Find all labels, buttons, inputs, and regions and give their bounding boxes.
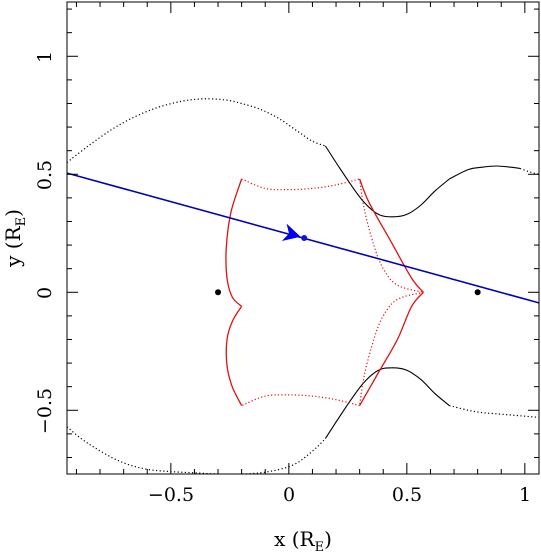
y-tick-label-1: −0.5	[34, 388, 56, 434]
plot-curves	[67, 98, 539, 474]
plot-frame	[66, 1, 540, 475]
caustic-dotted	[241, 178, 360, 191]
critical-curve-dotted	[449, 405, 539, 418]
caustic-solid	[358, 178, 424, 293]
caustic-solid	[225, 306, 243, 406]
caustic-dotted	[359, 291, 424, 406]
caustic-solid	[359, 291, 424, 406]
y-axis-title: y (RE)	[1, 209, 29, 268]
critical-curve-solid	[449, 165, 521, 180]
x-axis-title: x (RE)	[274, 527, 332, 555]
lens-position	[215, 289, 222, 296]
caustic-solid	[225, 178, 243, 307]
critical-curve-dotted	[67, 98, 326, 163]
critical-curve-dotted	[288, 438, 326, 468]
x-tick-label-2: 0	[283, 484, 295, 506]
critical-curve-solid	[324, 145, 450, 218]
direction-arrow	[281, 223, 301, 241]
caustic-dotted	[359, 178, 424, 293]
lens-position	[474, 289, 481, 296]
x-tick-label-4: 1	[519, 484, 531, 506]
plot-markers	[215, 223, 481, 296]
critical-curve-dotted	[519, 167, 539, 175]
arrow-head-icon	[281, 223, 301, 241]
source-point	[301, 235, 308, 241]
axis-ticks	[67, 2, 539, 474]
critical-curve-dotted	[67, 426, 289, 474]
y-tick-label-3: 0.5	[34, 160, 56, 190]
critical-curve-solid	[324, 367, 450, 439]
caustic-dotted	[241, 394, 360, 407]
x-tick-label-3: 0.5	[392, 484, 422, 506]
x-tick-label-1: −0.5	[148, 484, 194, 506]
y-tick-label-2: 0	[34, 287, 56, 299]
y-tick-label-4: 1	[34, 51, 56, 63]
